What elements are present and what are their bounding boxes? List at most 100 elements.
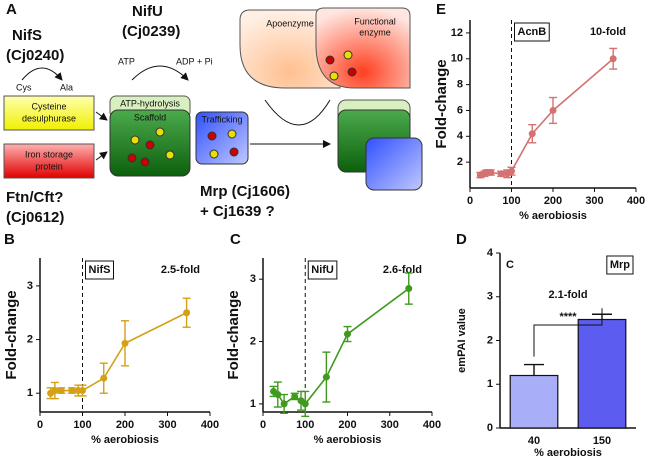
label: + Cj1639 ? xyxy=(200,203,275,220)
x-tick-label: 300 xyxy=(381,419,399,431)
annotation: 2.5-fold xyxy=(161,264,200,276)
bracket xyxy=(533,308,603,357)
y-axis-label: emPAI value xyxy=(456,308,468,373)
y-tick-label: 4 xyxy=(487,247,494,259)
label: ADP + Pi xyxy=(176,56,213,66)
title-box xyxy=(85,260,114,280)
diagram: A NifS (Cj0240) Cys Ala Cysteine desulph… xyxy=(3,1,423,226)
y-tick-label: 3 xyxy=(27,280,33,292)
shape xyxy=(315,7,411,89)
x-tick-label: 400 xyxy=(423,419,441,431)
bar xyxy=(577,318,627,429)
panel-label: C xyxy=(230,231,241,248)
arrow xyxy=(264,99,331,126)
x-tick-label: 400 xyxy=(201,419,219,431)
y-tick-label: 2 xyxy=(457,156,463,168)
point xyxy=(528,130,536,138)
y-tick-label: 10 xyxy=(451,53,463,65)
x-tick-label: 150 xyxy=(593,435,611,447)
label: NifU xyxy=(132,3,163,20)
label: Apoenzyme xyxy=(266,18,314,28)
x-tick-label: 300 xyxy=(585,195,603,207)
x-tick-label: 200 xyxy=(116,419,134,431)
point xyxy=(68,387,76,395)
x-axis-label: % aerobiosis xyxy=(91,434,159,446)
chart-title: Mrp xyxy=(610,259,630,271)
y-tick-label: 2 xyxy=(250,335,256,347)
title-box xyxy=(307,260,338,280)
chart-title: NifS xyxy=(89,264,111,276)
label: NifS xyxy=(12,27,42,44)
annotation: 2.6-fold xyxy=(383,264,422,276)
box xyxy=(3,95,95,131)
point xyxy=(487,168,495,176)
x-tick-label: 300 xyxy=(158,419,176,431)
point xyxy=(322,373,330,381)
point xyxy=(609,55,617,63)
y-axis-label: Fold-change xyxy=(3,290,20,379)
title-box xyxy=(514,22,550,42)
point xyxy=(344,330,351,338)
x-tick-label: 100 xyxy=(502,195,520,207)
arrow xyxy=(21,67,63,81)
x-tick-label: 0 xyxy=(467,195,473,207)
y-axis-label: Fold-change xyxy=(433,59,450,148)
point xyxy=(301,400,309,408)
point xyxy=(549,106,557,114)
label: Functional xyxy=(354,16,396,26)
arrow xyxy=(131,65,189,81)
x-tick-label: 200 xyxy=(338,419,356,431)
y-tick-label: 1 xyxy=(250,398,256,410)
y-tick-label: 8 xyxy=(457,79,463,91)
point xyxy=(497,170,505,178)
y-tick-label: 2 xyxy=(27,333,33,345)
y-tick-label: 2 xyxy=(487,334,493,346)
y-tick-label: 1 xyxy=(487,378,493,390)
box xyxy=(3,143,95,179)
box xyxy=(365,137,423,191)
series-line xyxy=(273,287,410,406)
label: (Cj0612) xyxy=(6,209,64,226)
y-tick-label: 12 xyxy=(451,27,463,39)
point xyxy=(121,339,129,347)
title-box xyxy=(606,255,634,275)
label: (Cj0240) xyxy=(6,47,64,64)
x-tick-label: 0 xyxy=(260,419,266,431)
x-tick-label: 0 xyxy=(37,419,43,431)
label: protein xyxy=(35,161,63,171)
x-tick-label: 200 xyxy=(544,195,562,207)
point xyxy=(405,285,413,293)
x-axis-label: % aerobiosis xyxy=(519,210,587,222)
point xyxy=(274,391,282,399)
y-tick-label: 4 xyxy=(457,130,464,142)
series-line xyxy=(480,58,614,176)
point xyxy=(79,387,86,395)
label: Trafficking xyxy=(201,114,242,124)
y-tick-label: 3 xyxy=(250,273,256,285)
x-tick-label: 400 xyxy=(627,195,645,207)
corner-label: C xyxy=(506,259,514,271)
label: Cysteine xyxy=(31,101,66,111)
y-tick-label: 0 xyxy=(487,422,493,434)
label: (Cj0239) xyxy=(122,23,180,40)
chart-title: NifU xyxy=(311,264,334,276)
panel-label: E xyxy=(436,1,446,18)
panel-label: A xyxy=(6,1,17,18)
significance: **** xyxy=(559,311,577,323)
chart-title: AcnB xyxy=(518,26,547,38)
bar xyxy=(509,374,559,429)
label: desulphurase xyxy=(22,113,76,123)
label: Ala xyxy=(60,82,73,92)
point xyxy=(57,387,65,395)
y-tick-label: 1 xyxy=(27,387,33,399)
y-tick-label: 3 xyxy=(487,291,493,303)
label: enzyme xyxy=(359,27,391,37)
label: Scaffold xyxy=(134,112,166,122)
panel-label: D xyxy=(456,231,467,248)
x-tick-label: 100 xyxy=(73,419,91,431)
label: Cys xyxy=(16,82,32,92)
y-axis-label: Fold-change xyxy=(225,290,242,379)
point xyxy=(51,387,59,395)
label: Iron storage xyxy=(25,149,73,159)
point xyxy=(183,309,191,317)
